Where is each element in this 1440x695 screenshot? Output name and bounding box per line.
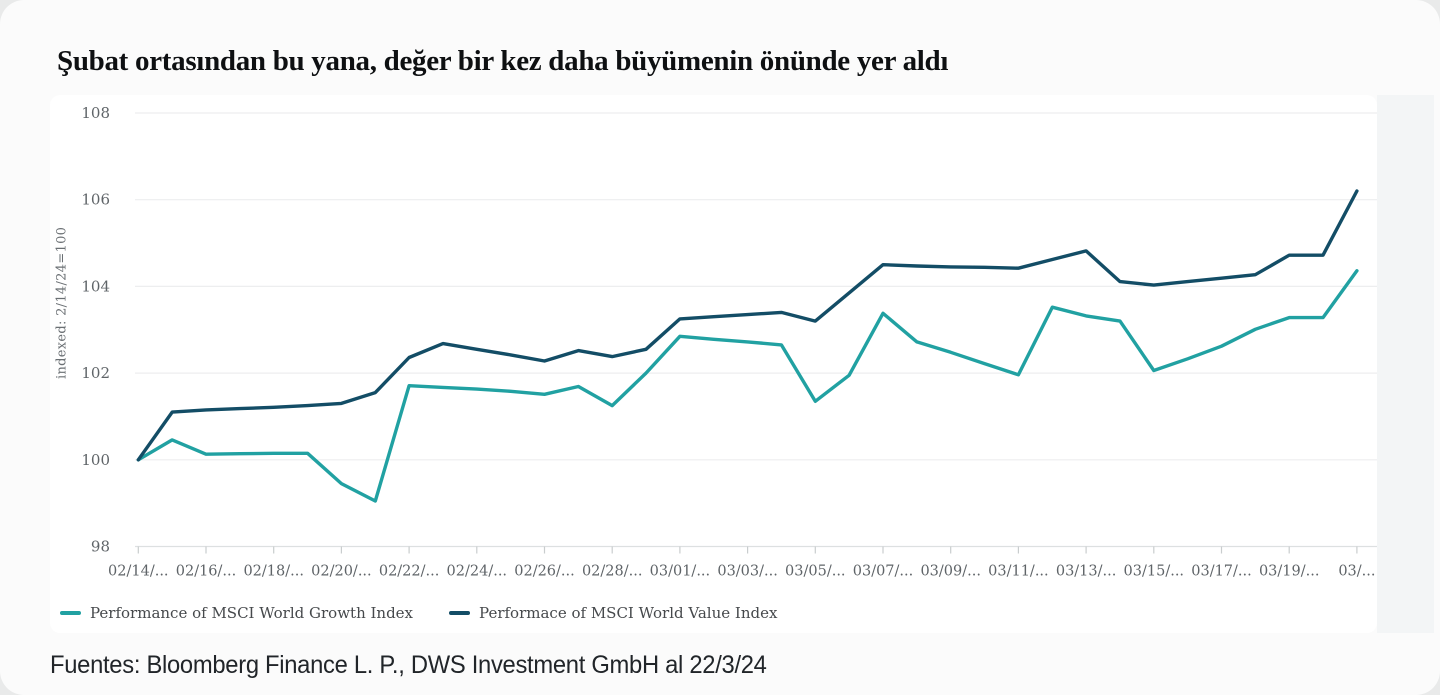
x-tick-label-4: 02/22/...: [379, 564, 440, 580]
value-series-swatch: [449, 611, 471, 615]
y-tick-label-98: 98: [91, 538, 110, 556]
value-index-line: [136, 189, 1359, 462]
x-tick-label-1: 02/16/...: [176, 564, 237, 580]
legend-label-growth: Performance of MSCI World Growth Index: [90, 604, 414, 622]
chart-legend: Performance of MSCI World Growth Index P…: [60, 604, 777, 622]
line-chart: 98 100 102 104 106 108 02/14/... 02/16/... 02/18…: [50, 95, 1377, 633]
x-tick-label-10: 03/05/...: [785, 564, 846, 580]
y-tick-label-106: 106: [81, 191, 110, 209]
growth-series-swatch: [60, 611, 81, 615]
y-tick-label-108: 108: [81, 104, 110, 122]
x-tick-label-5: 02/24/...: [447, 564, 508, 580]
legend-item-value[interactable]: Performace of MSCI World Value Index: [449, 604, 777, 622]
x-tick-label-17: 03/19/...: [1259, 564, 1320, 580]
x-tick-label-15: 03/15/...: [1124, 564, 1185, 580]
y-tick-label-102: 102: [81, 364, 110, 382]
x-tick-label-9: 03/03/...: [717, 564, 778, 580]
x-tick-label-6: 02/26/...: [514, 564, 575, 580]
x-tick-label-14: 03/13/...: [1056, 564, 1117, 580]
x-tick-label-2: 02/18/...: [243, 564, 304, 580]
legend-label-value: Performace of MSCI World Value Index: [479, 604, 778, 622]
x-tick-label-11: 03/07/...: [853, 564, 914, 580]
growth-index-line: [136, 269, 1359, 503]
y-tick-label-100: 100: [81, 451, 110, 469]
source-note: Fuentes: Bloomberg Finance L. P., DWS In…: [50, 651, 767, 679]
x-tick-label-3: 02/20/...: [311, 564, 372, 580]
x-tick-label-8: 03/01/...: [650, 564, 711, 580]
y-tick-label-104: 104: [81, 277, 110, 295]
x-tick-label-7: 02/28/...: [582, 564, 643, 580]
x-tick-label-13: 03/11/...: [988, 564, 1049, 580]
x-tick-label-0: 02/14/...: [108, 564, 169, 580]
x-tick-label-12: 03/09/...: [920, 564, 981, 580]
x-tick-label-16: 03/17/...: [1191, 564, 1252, 580]
page-title: Şubat ortasından bu yana, değer bir kez …: [57, 45, 949, 78]
legend-item-growth[interactable]: Performance of MSCI World Growth Index: [60, 604, 413, 622]
chart-right-gutter: [1377, 95, 1434, 633]
x-tick-label-18: 03/...: [1338, 564, 1375, 580]
y-axis-title: indexed: 2/14/24=100: [54, 226, 70, 380]
chart-plot: 98 100 102 104 106 108 02/14/... 02/16/... 02/18…: [81, 104, 1377, 580]
chart-card: indexed: 2/14/24=100 98 100 102 104 106 108 02…: [50, 95, 1377, 633]
